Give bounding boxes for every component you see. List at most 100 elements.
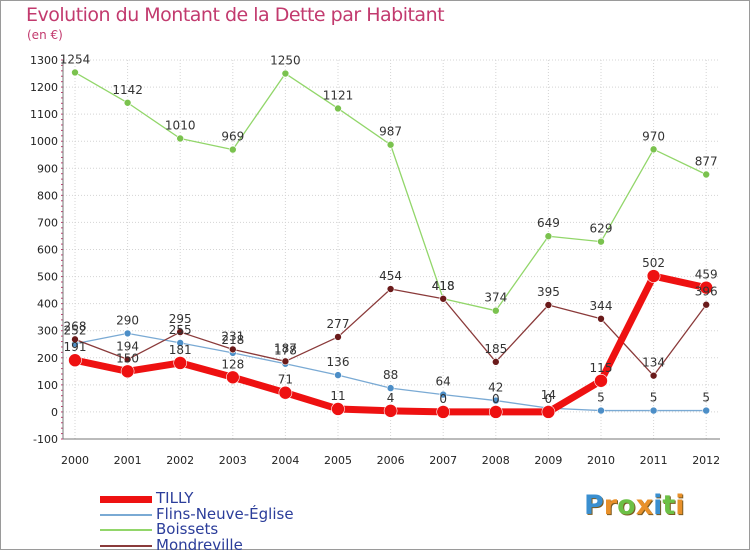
data-label-mondreville: 187 bbox=[274, 341, 297, 355]
logo-letter: o bbox=[617, 490, 636, 521]
point-tilly bbox=[226, 370, 240, 385]
proxiti-logo: Proxiti bbox=[584, 490, 685, 521]
point-mondreville bbox=[649, 371, 658, 380]
x-tick-label: 2012 bbox=[692, 454, 720, 467]
grid bbox=[63, 59, 720, 440]
point-tilly bbox=[383, 404, 398, 418]
data-label-flins-neuve-glise: 252 bbox=[64, 324, 87, 338]
x-tick-label: 2003 bbox=[219, 454, 247, 467]
x-tick-label: 2002 bbox=[166, 454, 194, 467]
data-label-tilly: 128 bbox=[221, 357, 244, 371]
data-label-flins-neuve-glise: 5 bbox=[597, 391, 605, 405]
point-flins-neuve-glise bbox=[597, 406, 605, 415]
point-boissets bbox=[281, 69, 290, 78]
x-tick-label: 2006 bbox=[377, 454, 405, 467]
point-tilly bbox=[278, 385, 293, 400]
point-tilly bbox=[68, 353, 82, 368]
data-label-tilly: 71 bbox=[278, 373, 293, 387]
plot-area bbox=[63, 60, 720, 439]
data-label-mondreville: 185 bbox=[484, 342, 507, 356]
data-label-mondreville: 194 bbox=[116, 339, 139, 353]
logo-letter: i bbox=[675, 490, 685, 521]
point-flins-neuve-glise bbox=[334, 371, 342, 379]
y-tick-label: 0 bbox=[51, 406, 58, 419]
point-boissets bbox=[597, 237, 605, 246]
series-group bbox=[68, 68, 714, 419]
point-boissets bbox=[386, 140, 395, 149]
y-tick-label: 100 bbox=[37, 379, 58, 392]
logo-letter: i bbox=[653, 490, 663, 521]
point-mondreville bbox=[334, 333, 342, 341]
y-tick-label: 1000 bbox=[30, 135, 58, 148]
point-tilly bbox=[488, 405, 503, 419]
logo-letter: r bbox=[603, 490, 618, 521]
y-tick-label: -100 bbox=[33, 433, 58, 446]
point-flins-neuve-glise bbox=[439, 390, 448, 399]
data-label-flins-neuve-glise: 178 bbox=[274, 344, 297, 358]
point-mondreville bbox=[123, 355, 132, 364]
point-tilly bbox=[646, 269, 661, 283]
data-label-tilly: 4 bbox=[387, 391, 395, 405]
data-label-flins-neuve-glise: 5 bbox=[702, 391, 710, 405]
y-tick-label: 400 bbox=[37, 298, 58, 311]
data-label-tilly: 181 bbox=[169, 343, 192, 357]
data-label-tilly: 191 bbox=[64, 340, 87, 354]
point-mondreville bbox=[71, 335, 79, 344]
data-label-boissets: 969 bbox=[221, 130, 244, 144]
data-label-mondreville: 396 bbox=[695, 285, 718, 299]
data-label-boissets: 877 bbox=[695, 155, 718, 169]
legend-item: TILLY bbox=[100, 489, 400, 507]
y-tick-label: 1100 bbox=[30, 108, 58, 121]
data-label-flins-neuve-glise: 14 bbox=[541, 388, 556, 402]
point-mondreville bbox=[544, 301, 553, 309]
legend-label: Boissets bbox=[156, 520, 219, 538]
data-label-tilly: 11 bbox=[330, 389, 345, 403]
point-tilly bbox=[173, 356, 187, 370]
y-tick-label: 700 bbox=[37, 216, 58, 229]
data-label-tilly: 502 bbox=[642, 256, 665, 270]
data-label-boissets: 374 bbox=[484, 291, 507, 305]
data-label-mondreville: 277 bbox=[327, 317, 350, 331]
point-mondreville bbox=[491, 358, 500, 366]
legend-swatch bbox=[100, 529, 152, 531]
point-boissets bbox=[544, 232, 553, 241]
point-boissets bbox=[649, 145, 658, 154]
y-tick-label: 600 bbox=[37, 244, 58, 257]
x-tick-label: 2005 bbox=[324, 454, 352, 467]
data-label-mondreville: 268 bbox=[64, 319, 87, 333]
data-label-flins-neuve-glise: 88 bbox=[383, 368, 398, 382]
data-label-flins-neuve-glise: 255 bbox=[169, 323, 192, 337]
x-tick-label: 2008 bbox=[482, 454, 510, 467]
data-label-tilly: 0 bbox=[492, 392, 500, 406]
legend-swatch bbox=[100, 513, 152, 516]
legend-item: Flins-Neuve-Église bbox=[100, 504, 400, 523]
point-tilly bbox=[331, 402, 345, 416]
legend-item: Boissets bbox=[100, 520, 400, 538]
data-label-mondreville: 295 bbox=[169, 312, 192, 326]
x-tick-label: 2004 bbox=[271, 454, 299, 467]
x-tick-label: 2009 bbox=[534, 454, 562, 467]
point-tilly bbox=[120, 364, 135, 379]
legend-label: Flins-Neuve-Église bbox=[156, 504, 294, 523]
data-label-flins-neuve-glise: 136 bbox=[327, 355, 350, 369]
data-label-boissets: 970 bbox=[642, 129, 665, 143]
axes: -100010020030040050060070080090010001100… bbox=[30, 54, 720, 467]
data-label-boissets: 987 bbox=[379, 125, 402, 139]
data-label-mondreville: 344 bbox=[590, 299, 613, 313]
data-label-flins-neuve-glise: 290 bbox=[116, 313, 139, 327]
unit-label: (en €) bbox=[27, 28, 63, 42]
point-tilly bbox=[699, 280, 714, 295]
point-flins-neuve-glise bbox=[176, 339, 184, 347]
point-flins-neuve-glise bbox=[386, 384, 395, 392]
data-label-flins-neuve-glise: 64 bbox=[436, 375, 451, 389]
data-label-boissets: 649 bbox=[537, 216, 560, 230]
data-label-mondreville: 395 bbox=[537, 285, 560, 299]
x-tick-label: 2010 bbox=[587, 454, 615, 467]
point-mondreville bbox=[229, 345, 237, 354]
point-mondreville bbox=[439, 294, 448, 303]
y-tick-label: 1200 bbox=[30, 81, 58, 94]
data-label-boissets: 1254 bbox=[60, 52, 91, 66]
data-label-boissets: 418 bbox=[432, 279, 455, 293]
point-flins-neuve-glise bbox=[702, 406, 711, 415]
